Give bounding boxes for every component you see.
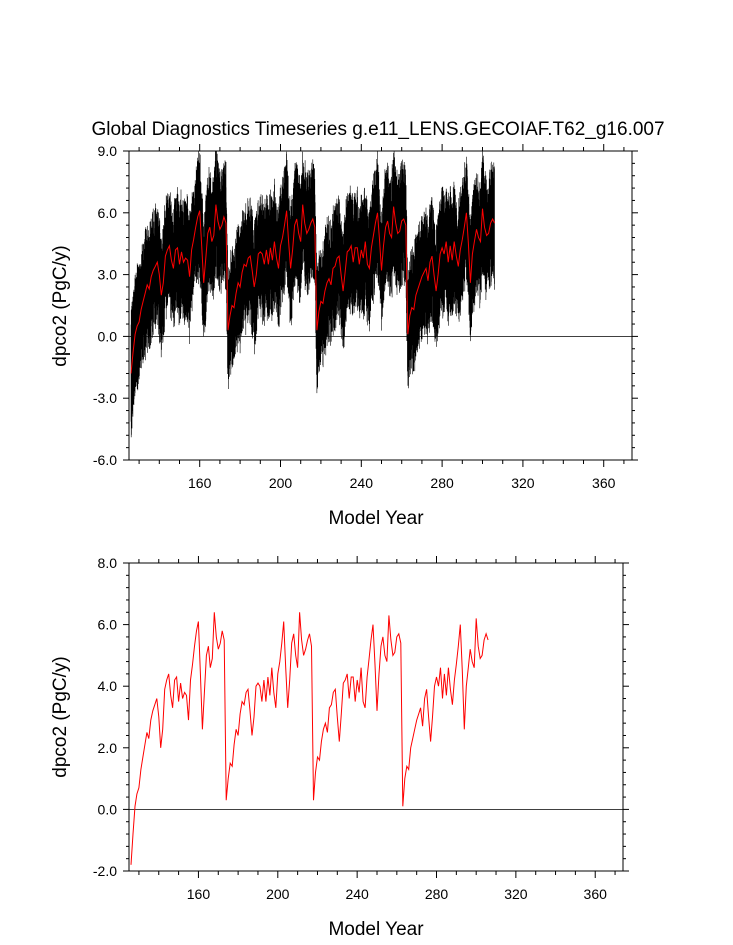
y-tick-label: -6.0 — [93, 452, 117, 468]
bottom-panel-frame — [128, 562, 624, 872]
y-tick-label: 8.0 — [98, 555, 118, 571]
x-tick-label: 320 — [504, 886, 528, 902]
y-tick-label: 6.0 — [98, 205, 118, 221]
x-tick-label: 360 — [592, 475, 616, 491]
top-panel-axes: -6.0 -3.0 0.0 3.0 6.0 9.0 160 200 240 280 320 360 — [93, 143, 638, 491]
y-tick-label: 9.0 — [98, 143, 118, 159]
x-tick-label: 200 — [269, 475, 293, 491]
y-tick-label: 6.0 — [98, 617, 118, 633]
series-monthly — [130, 151, 495, 438]
x-tick-label: 200 — [266, 886, 290, 902]
x-tick-label: 280 — [425, 886, 449, 902]
y-tick-label: 4.0 — [98, 678, 118, 694]
top-panel: -6.0 -3.0 0.0 3.0 6.0 9.0 160 200 240 280 320 360 M… — [50, 143, 638, 529]
y-tick-label: 0.0 — [98, 328, 118, 344]
top-panel-y-axis-label: dpco2 (PgC/y) — [50, 245, 71, 366]
y-tick-label: -3.0 — [93, 390, 117, 406]
series-annual-mean-top — [130, 204, 496, 374]
top-panel-x-axis-label: Model Year — [328, 508, 424, 529]
bottom-panel: -2.0 0.0 2.0 4.0 6.0 8.0 160 200 240 280 320 360 Mo… — [50, 555, 629, 940]
top-panel-data-layer — [129, 151, 632, 438]
x-tick-label: 160 — [187, 886, 211, 902]
x-tick-label: 320 — [511, 475, 535, 491]
x-tick-label: 240 — [350, 475, 374, 491]
y-tick-label: 3.0 — [98, 267, 118, 283]
series-annual-mean — [130, 612, 489, 865]
bottom-panel-axes: -2.0 0.0 2.0 4.0 6.0 8.0 160 200 240 280 320 360 — [93, 555, 629, 902]
bottom-panel-y-axis-label: dpco2 (PgC/y) — [50, 656, 71, 777]
y-tick-label: 2.0 — [98, 740, 118, 756]
y-tick-label: 0.0 — [98, 801, 118, 817]
x-tick-label: 240 — [345, 886, 369, 902]
bottom-panel-x-axis-label: Model Year — [328, 919, 424, 940]
x-tick-label: 280 — [430, 475, 454, 491]
bottom-panel-data-layer — [129, 612, 623, 865]
chart-title: Global Diagnostics Timeseries g.e11_LENS… — [91, 119, 664, 140]
top-panel-frame — [128, 150, 633, 461]
x-tick-label: 160 — [188, 475, 212, 491]
x-tick-label: 360 — [584, 886, 608, 902]
y-tick-label: -2.0 — [93, 863, 117, 879]
